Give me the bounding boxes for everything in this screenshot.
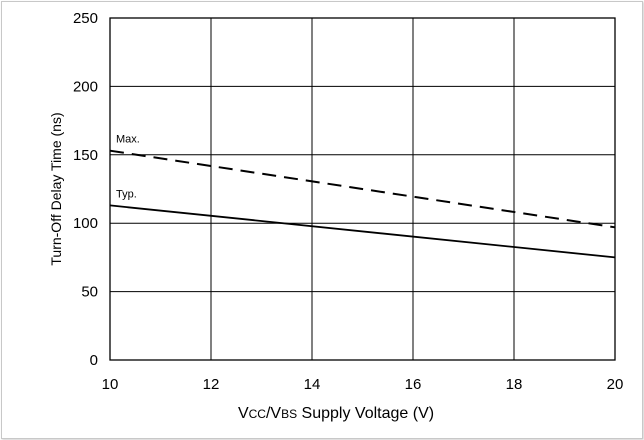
- x-axis-label-rest: Supply Voltage (V): [297, 405, 434, 422]
- x-axis-label-sub1: CC: [249, 407, 267, 421]
- x-tick-label-1: 12: [203, 376, 220, 393]
- x-axis-label-slash: /: [266, 405, 271, 422]
- y-axis-label: Turn-Off Delay Time (ns): [48, 112, 64, 265]
- grid: [109, 17, 616, 361]
- y-tick-label-5: 250: [73, 10, 98, 27]
- x-tick-label-4: 18: [506, 376, 523, 393]
- y-tick-label-2: 100: [73, 215, 98, 232]
- y-tick-label-1: 50: [81, 284, 98, 301]
- x-tick-label-2: 14: [304, 376, 321, 393]
- series-line-max: [109, 149, 616, 229]
- x-tick-label-3: 16: [405, 376, 422, 393]
- x-tick-label-0: 10: [102, 376, 119, 393]
- plot-border: [109, 17, 616, 361]
- y-tick-label-3: 150: [73, 147, 98, 164]
- x-axis-label-sub2: BS: [281, 407, 297, 421]
- series-layer: Max. Typ.: [109, 134, 616, 259]
- x-axis-label: VCC/VBS Supply Voltage (V): [238, 405, 434, 422]
- series-label-max: Max.: [116, 134, 140, 146]
- x-tick-label-5: 20: [607, 376, 624, 393]
- series-label-typ: Typ.: [116, 188, 137, 200]
- x-axis-label-v1: V: [238, 405, 249, 422]
- y-tick-label-0: 0: [90, 352, 98, 369]
- x-axis-label-v2: V: [270, 405, 281, 422]
- series-line-typ: [109, 204, 616, 259]
- y-tick-label-4: 200: [73, 78, 98, 95]
